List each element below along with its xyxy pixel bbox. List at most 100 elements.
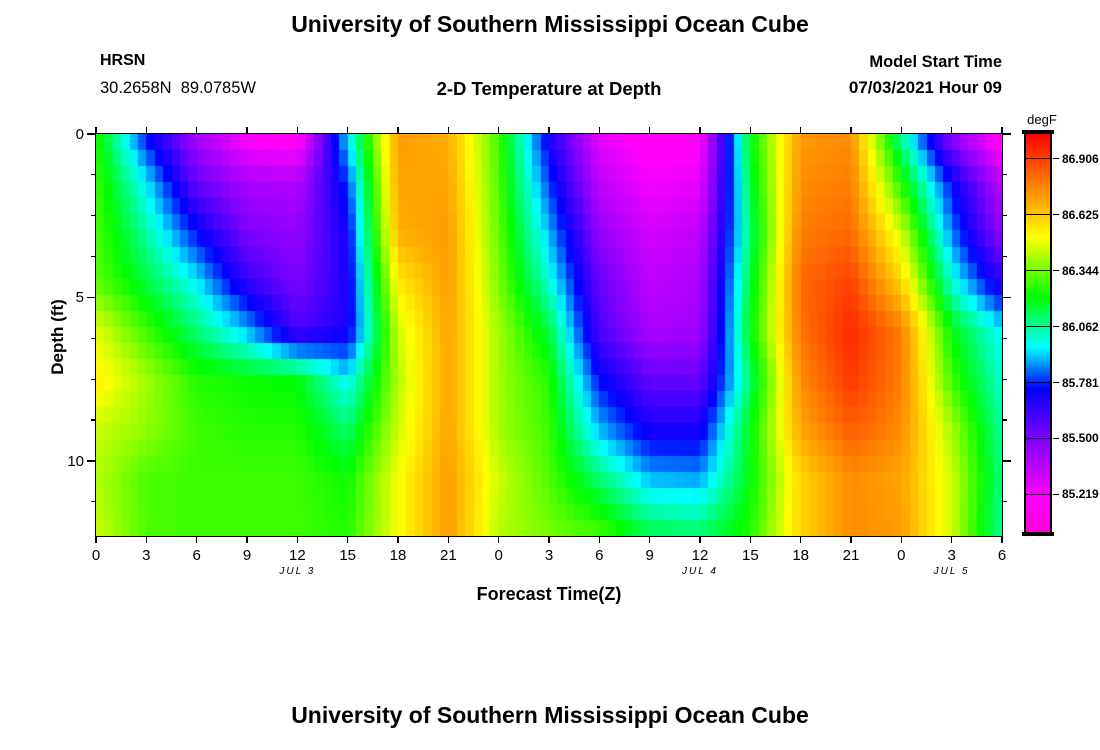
colorbar-tick-dash (1053, 214, 1059, 216)
colorbar-tick-dash (1053, 437, 1059, 439)
x-tick-top (648, 127, 651, 134)
x-tick-label: 18 (792, 547, 809, 564)
x-axis-label: Forecast Time(Z) (476, 584, 622, 604)
x-tick-label: 0 (897, 547, 906, 564)
x-tick-bottom (1001, 536, 1003, 543)
y-tick-label: 5 (75, 289, 84, 307)
colorbar-tick-line (1026, 158, 1050, 160)
x-tick-top (850, 127, 852, 134)
colorbar-tick-line (1026, 214, 1050, 216)
x-tick-label: 12 (288, 547, 306, 564)
colorbar-tick-label: 85.219 (1062, 487, 1099, 502)
colorbar (1026, 134, 1050, 532)
colorbar-tick-line (1026, 382, 1050, 384)
x-tick-bottom (749, 536, 752, 543)
x-tick-bottom (397, 536, 399, 543)
y-tick-left (87, 133, 96, 135)
x-tick-label: 0 (91, 547, 101, 564)
x-tick-bottom (95, 536, 97, 543)
colorbar-tick-line (1026, 326, 1050, 328)
x-tick-label: 15 (741, 547, 759, 564)
y-tick-right (1002, 296, 1011, 299)
x-tick-bottom (346, 536, 349, 543)
x-tick-bottom (296, 536, 299, 543)
page-title: University of Southern Mississippi Ocean… (291, 11, 809, 37)
x-tick-top (95, 127, 97, 134)
x-tick-bottom (799, 536, 802, 543)
x-tick-top (195, 127, 198, 134)
x-tick-bottom (648, 536, 651, 543)
x-tick-bottom (850, 536, 852, 543)
colorbar-tick-label: 86.062 (1062, 319, 1099, 334)
x-tick-label: 21 (842, 547, 860, 564)
y-minor-tick-left (91, 255, 96, 258)
x-tick-top (397, 127, 399, 134)
model-start-time-value: 07/03/2021 Hour 09 (848, 78, 1002, 97)
x-tick-top (145, 127, 148, 134)
x-day-label: JUL 4 (682, 566, 718, 577)
x-tick-top (749, 127, 752, 134)
x-tick-top (246, 127, 248, 134)
colorbar-top-cap (1022, 130, 1054, 134)
colorbar-tick-dash (1053, 158, 1059, 160)
colorbar-tick-line (1026, 493, 1050, 495)
colorbar-tick-label: 85.500 (1062, 431, 1099, 446)
x-tick-bottom (447, 536, 450, 543)
colorbar-tick-line (1026, 437, 1050, 439)
x-tick-top (497, 127, 500, 134)
x-tick-label: 18 (389, 547, 407, 564)
y-minor-tick-right (1002, 337, 1007, 339)
y-minor-tick-left (91, 337, 96, 339)
station-coords: 30.2658N 89.0785W (100, 79, 256, 97)
x-tick-label: 6 (595, 547, 604, 564)
y-axis-label: Depth (ft) (48, 299, 67, 375)
x-tick-label: 3 (544, 547, 554, 564)
x-tick-top (799, 127, 802, 134)
x-tick-top (950, 127, 953, 134)
x-tick-label: 15 (339, 547, 356, 564)
y-minor-tick-left (91, 378, 96, 380)
colorbar-tick-label: 86.344 (1062, 263, 1099, 278)
x-tick-bottom (548, 536, 550, 543)
y-minor-tick-right (1002, 501, 1007, 503)
y-minor-tick-right (1002, 255, 1007, 258)
x-tick-bottom (246, 536, 248, 543)
x-tick-top (598, 127, 601, 134)
x-tick-top (699, 127, 701, 134)
colorbar-tick-label: 85.781 (1062, 375, 1099, 390)
x-day-label: JUL 3 (279, 566, 316, 577)
x-tick-top (548, 127, 550, 134)
y-tick-left (87, 296, 96, 299)
x-tick-label: 9 (242, 547, 252, 564)
x-tick-label: 21 (439, 547, 457, 564)
x-tick-label: 9 (645, 547, 654, 564)
temperature-heatmap (96, 134, 1002, 536)
x-tick-label: 12 (691, 547, 709, 564)
y-minor-tick-right (1002, 378, 1007, 380)
x-tick-label: 6 (997, 547, 1007, 564)
y-minor-tick-left (91, 419, 96, 421)
y-tick-label: 0 (75, 126, 84, 143)
x-day-label: JUL 5 (933, 566, 970, 577)
x-tick-bottom (900, 536, 903, 543)
y-minor-tick-left (91, 215, 96, 217)
x-tick-bottom (598, 536, 601, 543)
y-minor-tick-left (91, 174, 96, 176)
x-tick-label: 3 (142, 547, 151, 564)
y-tick-right (1002, 460, 1011, 462)
colorbar-tick-dash (1053, 326, 1059, 328)
x-tick-label: 3 (947, 547, 956, 564)
colorbar-tick-dash (1053, 493, 1059, 495)
x-tick-bottom (950, 536, 953, 543)
x-tick-bottom (699, 536, 701, 543)
colorbar-tick-dash (1053, 270, 1059, 271)
x-tick-top (1001, 127, 1003, 134)
y-minor-tick-left (91, 501, 96, 503)
x-tick-bottom (145, 536, 148, 543)
bottom-page-title: University of Southern Mississippi Ocean… (291, 702, 809, 728)
y-tick-right (1002, 133, 1011, 135)
y-tick-left (87, 460, 96, 462)
y-minor-tick-right (1002, 419, 1007, 421)
y-tick-label: 10 (67, 452, 84, 470)
